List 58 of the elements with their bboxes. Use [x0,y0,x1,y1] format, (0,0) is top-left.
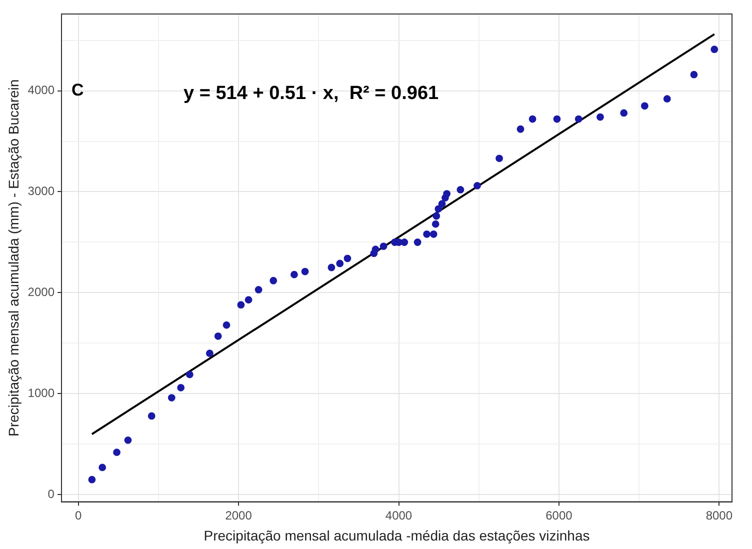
x-tick-label: 6000 [546,508,573,522]
point [88,476,96,484]
point [254,286,262,294]
point [574,115,582,123]
y-tick-label: 2000 [28,285,55,300]
point [301,268,309,276]
point [214,332,222,340]
point [456,186,464,194]
x-tick-label: 8000 [706,508,733,522]
point [290,270,298,278]
y-tick-label: 3000 [28,184,55,198]
point [496,154,503,162]
point [414,238,422,246]
point [528,115,536,123]
point [148,412,156,420]
y-tick-label: 4000 [28,83,55,98]
point [124,436,132,444]
point [432,212,440,220]
x-tick-label: 2000 [225,508,252,522]
y-tick-label: 0 [48,487,55,502]
point [113,448,120,456]
point [553,115,561,123]
point [344,254,352,262]
point [443,190,451,198]
point [474,182,481,190]
point [244,296,252,304]
point [640,102,648,110]
point [663,95,671,103]
annotation: C [71,80,84,100]
y-axis-title: Precipitação mensal acumulada (mm) - Estação Bucarein [5,79,22,436]
point [372,246,380,254]
x-tick-label: 0 [74,508,82,522]
point [237,301,245,309]
y-tick-label: 1000 [28,386,55,400]
point [177,384,185,392]
point [400,238,408,246]
point [98,464,106,472]
point [336,260,344,268]
point [206,350,214,358]
point [186,370,194,378]
annotation: y = 514 + 0.51 · x, R² = 0.961 [183,83,440,104]
point [710,46,718,54]
x-tick-label: 4000 [385,508,412,522]
point [596,113,604,121]
point [516,125,524,133]
point [380,242,388,250]
point [620,109,628,117]
point [222,321,230,329]
x-axis-title: Precipitação mensal acumulada -média das estações vizinhas [204,527,590,544]
point [423,230,430,238]
point [168,394,176,402]
point [328,264,336,272]
point [690,70,698,78]
point [434,205,442,213]
point [438,200,446,208]
point [270,276,278,284]
point [430,230,438,238]
point [432,220,440,228]
